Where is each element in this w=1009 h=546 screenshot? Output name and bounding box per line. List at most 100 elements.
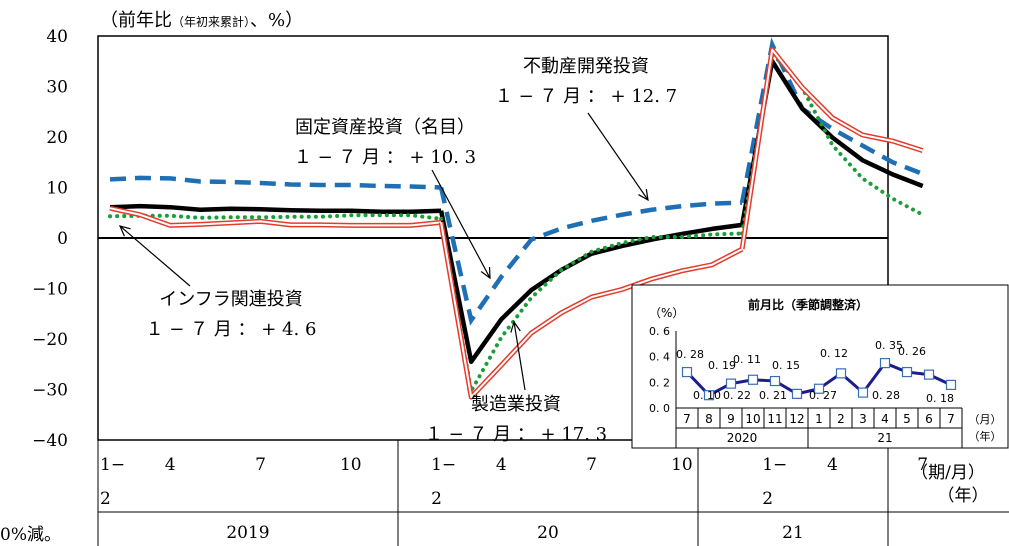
inset-x-tick-label: 9 [727,412,735,426]
inset-x-tick-label: 12 [789,412,804,426]
inset-value-label: 0. 21 [759,389,787,402]
inset-value-label: 0. 22 [723,389,751,402]
inset-value-label: 0. 15 [772,359,800,372]
inset-data-point [769,375,781,387]
inset-data-point [901,366,913,378]
inset-year-label: 21 [877,431,892,445]
annotation-arrowhead [638,189,649,202]
inset-y-tick-label: 0. 2 [649,376,670,389]
annotation-arrow [119,225,191,287]
inset-data-point [835,368,847,379]
inset-x-tick-label: 2 [837,412,845,426]
inset-x-tick-label: 5 [903,412,911,426]
x-year-label: 2019 [226,523,269,543]
main-plot: 40 30 20 10 0 −10 −20 −30 −40 （前年比（年初来累計）、%） 1− 2 4 7… [32,10,1009,546]
inset-x-tick-label: 3 [859,412,867,426]
annotation-arrowhead [510,320,521,333]
inset-y-tick-label: 0. 0 [649,402,670,415]
x-tick-label: 7 [255,455,266,475]
inset-x-tick-label: 10 [745,412,760,426]
inset-value-label: 0. 19 [708,359,736,372]
x-tick-label: 10 [340,455,362,475]
inset-x-tick-label: 8 [705,412,713,426]
inset-chart: 前月比（季節調整済）（%）0. 60. 40. 20. 07 8 9 10 11 12 1 2… [631,284,1009,449]
inset-value-label: 0. 26 [898,345,926,358]
inset-value-label: 0. 12 [820,347,848,360]
y-tick-label: 30 [46,78,68,98]
annotation-arrow [431,169,491,279]
x-tick-label: 1− [431,455,456,475]
y-tick-label: 40 [46,27,68,47]
series-line-manufacturing-inner [109,207,442,227]
x-tick-label: 4 [827,455,838,475]
inset-data-point [681,366,693,378]
y-axis-unit-label: （前年比（年初来累計）、%） [100,10,303,31]
annotation-title: 固定資産投資（名目） [295,117,475,138]
x-year-unit-label: （年） [938,486,989,506]
x-year-label: 20 [537,523,559,543]
inset-value-label: 0. 11 [733,353,761,366]
inset-title: 前月比（季節調整済） [748,297,868,312]
x-tick-label: 7 [586,455,597,475]
x-tick-label: 7 [917,455,928,475]
inset-data-point [857,387,869,398]
series-line-manufacturing-inner [440,222,743,399]
inset-value-label: 0. 27 [809,389,837,402]
inset-data-point [747,374,759,385]
y-tick-label: 20 [46,128,68,148]
annotation-title: 不動産開発投資 [523,56,649,77]
inset-year-label: 2020 [727,431,758,445]
x-tick-label: 4 [165,455,176,475]
y-tick-label: −30 [32,381,68,401]
y-tick-label: 0 [57,229,68,249]
inset-frame [631,284,1009,449]
inset-data-point [703,390,715,401]
annotation-arrow [513,321,526,391]
x-tick-label-2: 2 [100,489,111,509]
inset-y-tick-label: 0. 6 [649,325,670,338]
inset-value-label: 0. 18 [926,392,954,405]
y-tick-label: 10 [46,179,68,199]
inset-data-point [945,379,957,390]
inset-y-unit: （%） [649,306,684,320]
y-tick-label: −20 [32,330,68,350]
inset-value-label: 0. 10 [693,389,721,402]
x-year-label: 21 [782,523,804,543]
annotation-value: １ − ７ 月 ： + 12. 7 [495,86,677,107]
inset-data-point [923,369,935,380]
annotation-arrow [587,112,649,201]
footnote: 0%減。 [0,525,61,545]
inset-x-tick-label: 6 [925,412,933,426]
series-line-manufacturing-inner [741,48,924,250]
x-tick-label-2: 2 [762,489,773,509]
annotation-title: インフラ関連投資 [159,289,302,310]
annotation-arrowhead [480,266,491,280]
inset-value-label: 0. 35 [875,339,903,352]
series-line-manufacturing-outer [739,47,924,250]
series-line-real-estate [739,37,924,204]
inset-x-tick-label: 4 [881,412,889,426]
series-line-fixed-asset [109,203,442,214]
inset-x-tick-label: 1 [815,412,823,426]
x-tick-label: 1− [100,455,125,475]
inset-x-unit: （月） [969,413,1002,426]
inset-data-point [725,378,737,389]
x-axis-unit-label: （期/月） [911,463,985,483]
series-line-infrastructure [108,213,444,221]
y-tick-label: −40 [32,431,68,451]
series-line-real-estate [438,187,743,326]
x-tick-label: 10 [671,455,693,475]
inset-value-label: 0. 28 [676,348,704,361]
inset-x-tick-label: 7 [947,412,955,426]
annotation-title: 製造業投資 [471,394,561,415]
inset-x-tick-label: 7 [683,412,691,426]
series-line-infrastructure [439,216,745,397]
inset-x-tick-label: 11 [767,412,782,426]
annotation-value: １ − ７ 月 ： + 10. 3 [294,147,476,168]
x-tick-label-2: 2 [431,489,442,509]
x-tick-label: 1− [762,455,787,475]
inset-data-point [791,388,803,399]
x-tick-label: 4 [496,455,507,475]
inset-x-year-unit: （年） [969,429,1002,443]
